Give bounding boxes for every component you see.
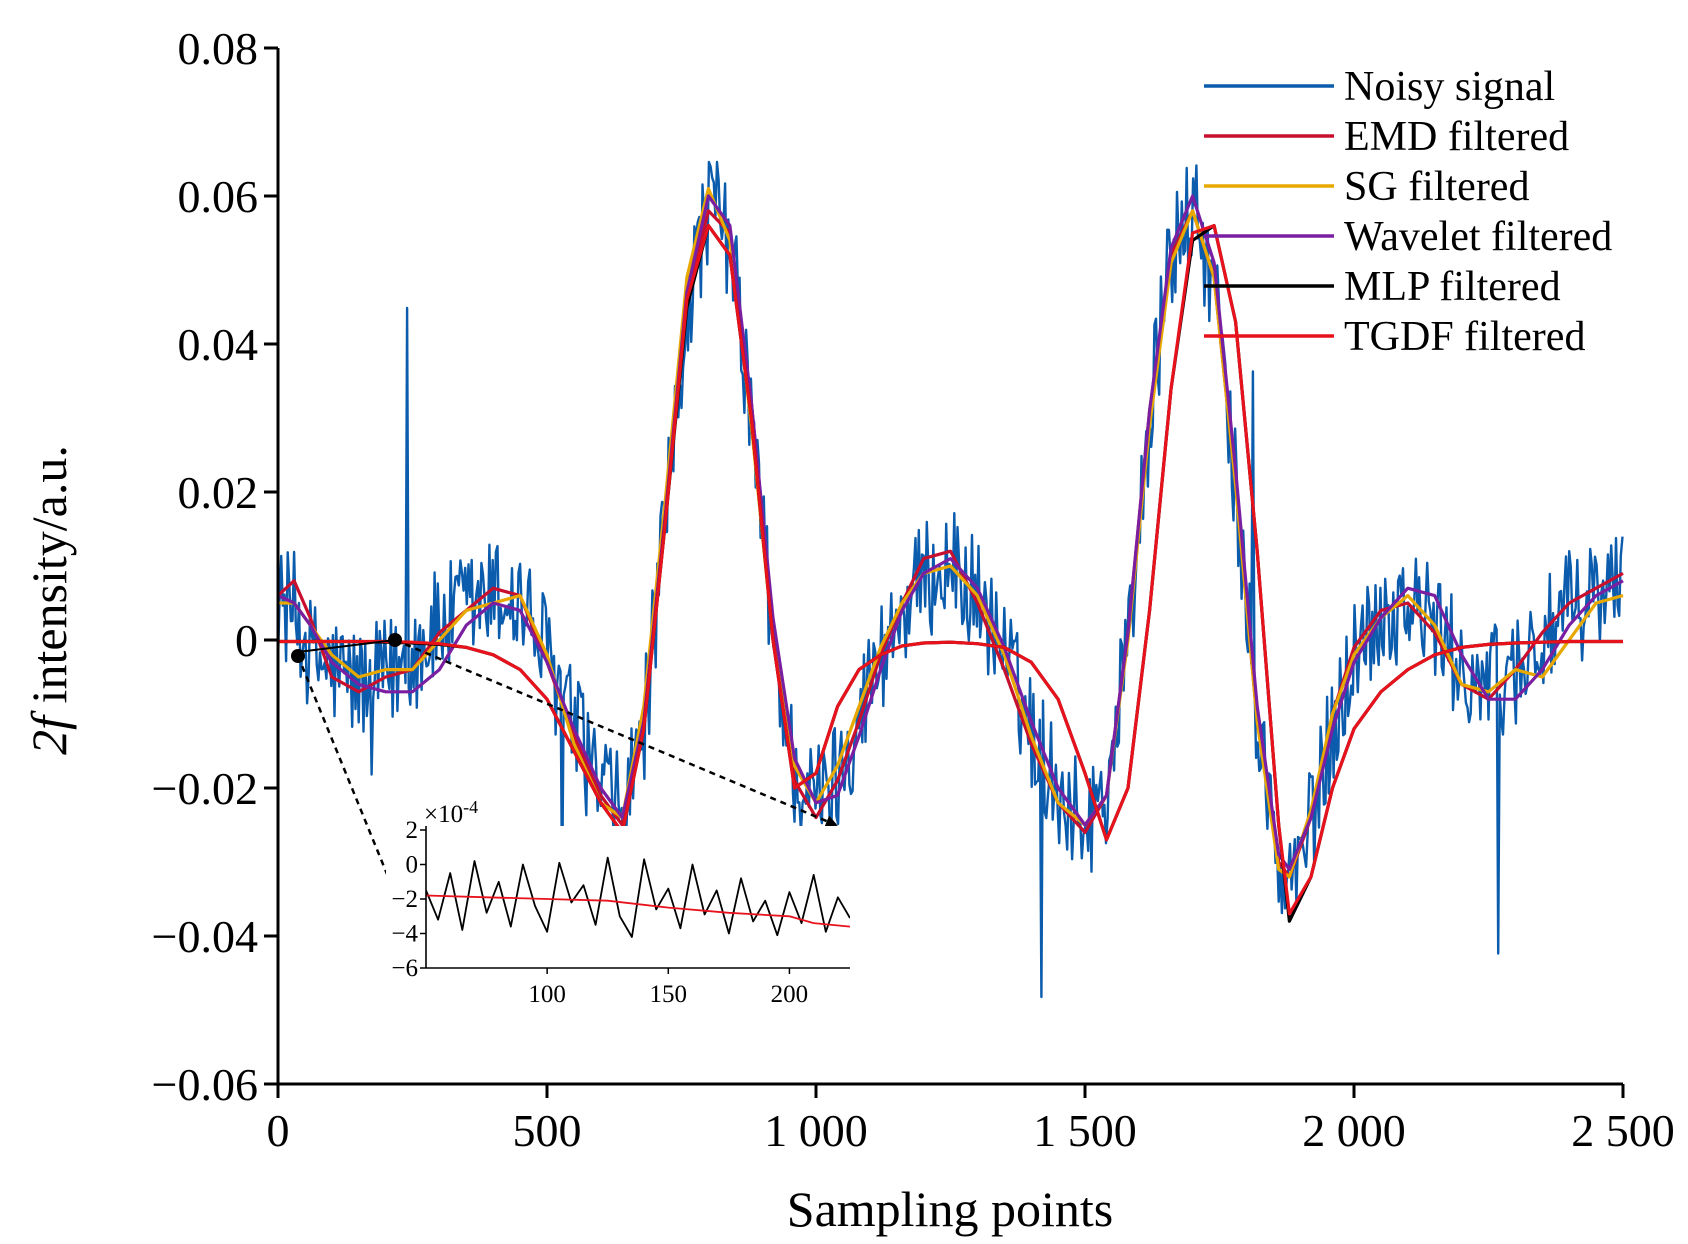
inset-y-tick-label: −6 xyxy=(391,955,418,982)
inset-x-tick-label: 150 xyxy=(650,981,688,1008)
x-tick-labels: 0 500 1 000 1 500 2 000 2 500 xyxy=(267,1105,1675,1156)
y-axis-title-italic: 2f xyxy=(21,710,77,755)
inset-background xyxy=(386,826,856,1026)
zoom-start-marker xyxy=(291,649,305,663)
inset-y-tick-label: −4 xyxy=(391,921,418,948)
inset-zoom-plot: 2 0 −2 −4 −6 100 150 200 ×10-4 xyxy=(386,797,856,1026)
y-tick-label: 0.02 xyxy=(178,467,259,518)
x-tick-label: 500 xyxy=(513,1105,582,1156)
main-plot-area: −0.06 −0.04 −0.02 0 0.02 0.04 0.06 0.08 0 500 1 0… xyxy=(152,23,1675,1156)
legend-label-sg-filtered: SG filtered xyxy=(1344,164,1529,210)
inset-x-tick-label: 200 xyxy=(771,981,809,1008)
y-tick-label: −0.04 xyxy=(152,911,258,962)
inset-y-tick-label: −2 xyxy=(391,886,418,913)
inset-x-tick-labels: 100 150 200 xyxy=(528,981,808,1008)
inset-y-scale-label: ×10-4 xyxy=(424,797,478,828)
x-tick-label: 1 000 xyxy=(764,1105,868,1156)
inset-y-tick-label: 2 xyxy=(406,817,419,844)
inset-x-tick-label: 100 xyxy=(528,981,566,1008)
y-tick-label: 0.04 xyxy=(178,319,259,370)
inset-y-tick-label: 0 xyxy=(406,852,419,879)
zoom-range-line xyxy=(297,639,396,653)
y-tick-label: −0.06 xyxy=(152,1059,258,1110)
x-axis-title: Sampling points xyxy=(787,1181,1113,1237)
legend-label-emd-filtered: EMD filtered xyxy=(1344,114,1569,160)
x-tick-label: 2 000 xyxy=(1302,1105,1406,1156)
main-axes xyxy=(264,46,1625,1098)
inset-axes xyxy=(420,826,850,974)
y-axis-title-rest: intensity/a.u. xyxy=(21,445,77,716)
inset-series-line-black xyxy=(426,856,850,938)
inset-series-group xyxy=(426,856,850,938)
x-tick-label: 1 500 xyxy=(1033,1105,1137,1156)
main-series-group xyxy=(278,160,1624,999)
y-tick-label: 0.08 xyxy=(178,23,259,74)
legend-label-tgdf-filtered: TGDF filtered xyxy=(1344,314,1585,360)
zoom-connector-line-right xyxy=(394,638,838,827)
y-tick-label: 0.06 xyxy=(178,171,259,222)
y-tick-labels: −0.06 −0.04 −0.02 0 0.02 0.04 0.06 0.08 xyxy=(152,23,258,1110)
series-line-emd-filtered xyxy=(278,209,1624,879)
y-tick-label: −0.02 xyxy=(152,763,258,814)
x-tick-label: 2 500 xyxy=(1571,1105,1675,1156)
inset-y-tick-labels: 2 0 −2 −4 −6 xyxy=(391,817,418,982)
inset-series-line-red xyxy=(426,894,850,928)
legend-label-noisy-signal: Noisy signal xyxy=(1344,64,1555,110)
y-tick-label: 0 xyxy=(235,615,258,666)
y-axis-title: 2f intensity/a.u. xyxy=(21,445,77,755)
series-line-tgdf-filtered xyxy=(278,224,1623,916)
x-tick-label: 0 xyxy=(267,1105,290,1156)
series-line-sg-filtered xyxy=(278,187,1624,879)
legend-label-wavelet-filtered: Wavelet filtered xyxy=(1344,214,1612,260)
series-line-wavelet-filtered xyxy=(278,194,1624,871)
legend-label-mlp-filtered: MLP filtered xyxy=(1344,264,1561,310)
zoom-end-marker xyxy=(388,633,402,647)
